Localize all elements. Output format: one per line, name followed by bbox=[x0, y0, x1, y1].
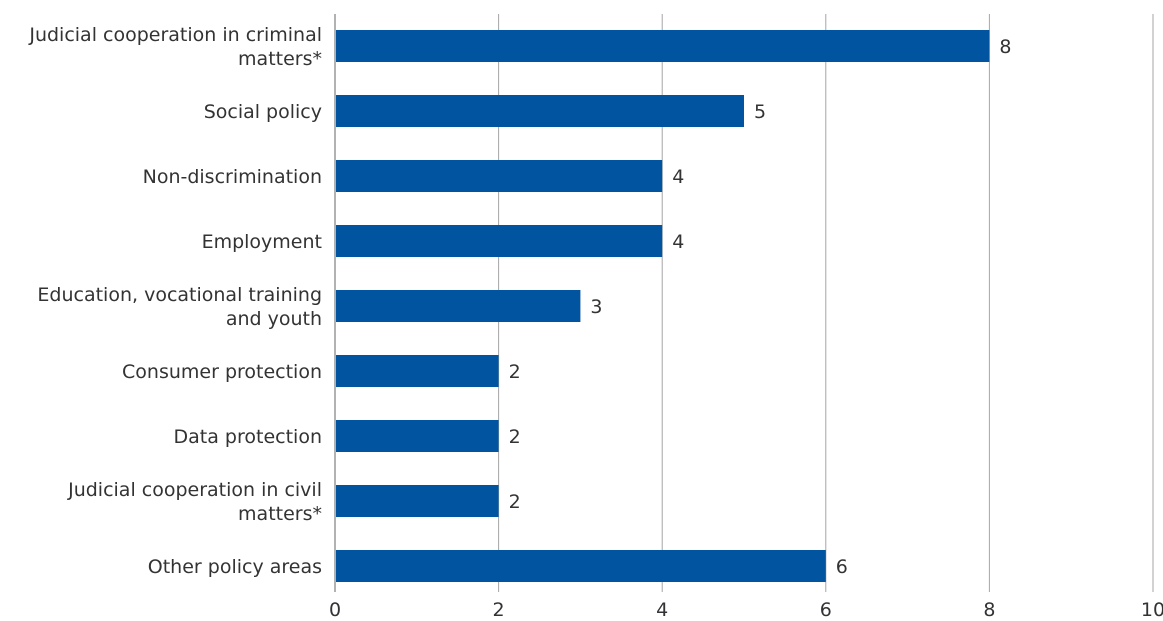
bar bbox=[336, 225, 663, 257]
category-label: and youth bbox=[226, 308, 322, 330]
category-label: matters* bbox=[238, 48, 322, 70]
value-labels: 8 5 4 4 3 2 2 2 6 bbox=[509, 36, 1012, 578]
x-tick-label: 8 bbox=[983, 599, 995, 621]
x-tick-label: 10 bbox=[1141, 599, 1163, 621]
value-label: 2 bbox=[509, 426, 521, 448]
category-label: Education, vocational training bbox=[37, 284, 322, 306]
bar bbox=[336, 290, 581, 322]
category-label: Employment bbox=[202, 231, 322, 253]
value-label: 3 bbox=[590, 296, 602, 318]
bar bbox=[336, 420, 499, 452]
x-tick-label: 4 bbox=[656, 599, 668, 621]
category-label: Judicial cooperation in criminal bbox=[28, 24, 322, 46]
x-tick-label: 2 bbox=[493, 599, 505, 621]
bar bbox=[336, 95, 744, 127]
x-tick-label: 6 bbox=[820, 599, 832, 621]
category-label: Social policy bbox=[204, 101, 322, 123]
bar bbox=[336, 160, 663, 192]
category-label: Non-discrimination bbox=[143, 166, 322, 188]
bars bbox=[336, 30, 990, 582]
value-label: 4 bbox=[672, 231, 684, 253]
value-label: 6 bbox=[836, 556, 848, 578]
x-tick-labels: 0 2 4 6 8 10 bbox=[329, 599, 1163, 621]
value-label: 2 bbox=[509, 491, 521, 513]
category-label: Judicial cooperation in civil bbox=[67, 479, 322, 501]
value-label: 4 bbox=[672, 166, 684, 188]
bar bbox=[336, 550, 826, 582]
bar bbox=[336, 30, 990, 62]
value-label: 5 bbox=[754, 101, 766, 123]
category-label: matters* bbox=[238, 503, 322, 525]
category-label: Data protection bbox=[174, 426, 322, 448]
bar bbox=[336, 485, 499, 517]
bar bbox=[336, 355, 499, 387]
x-tick-label: 0 bbox=[329, 599, 341, 621]
category-labels: Judicial cooperation in criminalmatters*… bbox=[28, 24, 322, 578]
value-label: 8 bbox=[999, 36, 1011, 58]
category-label: Consumer protection bbox=[122, 361, 322, 383]
value-label: 2 bbox=[509, 361, 521, 383]
category-label: Other policy areas bbox=[148, 556, 322, 578]
